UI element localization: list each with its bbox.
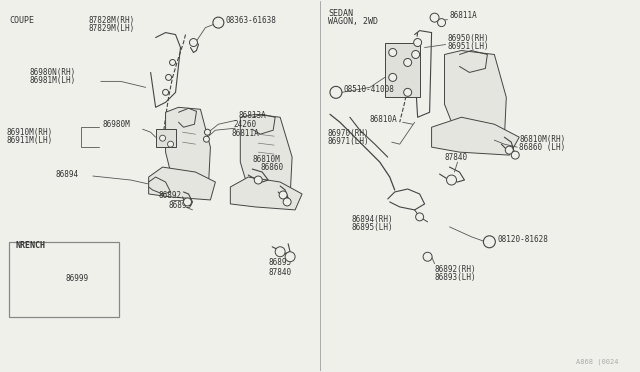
Circle shape	[388, 48, 397, 57]
Polygon shape	[431, 117, 519, 155]
Circle shape	[166, 74, 172, 80]
Text: 87840: 87840	[445, 153, 468, 162]
Text: 86810M(RH): 86810M(RH)	[519, 135, 566, 144]
Circle shape	[204, 136, 209, 142]
Polygon shape	[445, 51, 506, 152]
Text: WAGON, 2WD: WAGON, 2WD	[328, 17, 378, 26]
Circle shape	[204, 129, 211, 135]
Circle shape	[184, 198, 191, 206]
Bar	[9, 242, 119, 317]
Circle shape	[170, 60, 175, 65]
Text: 87829M(LH): 87829M(LH)	[89, 23, 135, 33]
Text: 86892: 86892	[159, 191, 182, 200]
Text: 86813A: 86813A	[238, 111, 266, 120]
Text: 86860 (LH): 86860 (LH)	[519, 143, 566, 152]
Circle shape	[415, 213, 424, 221]
Text: 86895: 86895	[268, 258, 291, 267]
Circle shape	[285, 252, 295, 262]
Text: 86971(LH): 86971(LH)	[328, 137, 369, 146]
Text: 86894(RH): 86894(RH)	[352, 215, 394, 224]
Text: 86981M(LH): 86981M(LH)	[29, 76, 76, 86]
Text: 86980N(RH): 86980N(RH)	[29, 68, 76, 77]
Circle shape	[213, 17, 224, 28]
Text: 08363-61638: 08363-61638	[225, 16, 276, 25]
Text: 08120-81628: 08120-81628	[497, 235, 548, 244]
Text: 86893: 86893	[168, 201, 192, 210]
Circle shape	[511, 151, 519, 159]
Text: 86811A: 86811A	[449, 11, 477, 20]
Text: NRENCH: NRENCH	[15, 241, 45, 250]
Text: 86911M(LH): 86911M(LH)	[6, 136, 52, 145]
Text: 86910M(RH): 86910M(RH)	[6, 128, 52, 137]
Circle shape	[159, 135, 166, 141]
Circle shape	[412, 51, 420, 58]
Circle shape	[283, 198, 291, 206]
Bar	[156, 129, 175, 147]
Text: SEDAN: SEDAN	[328, 9, 353, 17]
Circle shape	[483, 236, 495, 248]
Text: 86810M: 86810M	[252, 155, 280, 164]
Text: 86950(RH): 86950(RH)	[447, 33, 489, 42]
Text: 86860: 86860	[260, 163, 284, 172]
Text: 86892(RH): 86892(RH)	[435, 264, 476, 274]
Text: 86893(LH): 86893(LH)	[435, 273, 476, 282]
Bar	[385, 42, 420, 97]
Text: 86951(LH): 86951(LH)	[447, 42, 489, 51]
Circle shape	[189, 39, 198, 46]
Text: 86894: 86894	[56, 170, 79, 179]
Polygon shape	[240, 114, 292, 207]
Text: 86895(LH): 86895(LH)	[352, 223, 394, 232]
Circle shape	[506, 146, 513, 154]
Circle shape	[163, 89, 168, 95]
Circle shape	[168, 141, 173, 147]
Circle shape	[404, 89, 412, 96]
Circle shape	[423, 252, 432, 261]
Text: 86999: 86999	[66, 274, 89, 283]
Polygon shape	[148, 167, 216, 200]
Circle shape	[330, 86, 342, 98]
Text: 86811A: 86811A	[231, 129, 259, 138]
Text: 87840: 87840	[268, 268, 291, 277]
Circle shape	[430, 13, 439, 22]
Text: S: S	[221, 20, 224, 25]
Circle shape	[279, 191, 287, 199]
Circle shape	[438, 19, 445, 26]
Text: B: B	[492, 239, 495, 244]
Circle shape	[275, 247, 285, 257]
Circle shape	[254, 176, 262, 184]
Polygon shape	[230, 177, 302, 210]
Text: 24260: 24260	[234, 120, 257, 129]
Text: 86980M: 86980M	[103, 120, 131, 129]
Polygon shape	[166, 107, 211, 197]
Circle shape	[413, 39, 422, 46]
Circle shape	[388, 73, 397, 81]
Text: 86810A: 86810A	[370, 115, 397, 124]
Circle shape	[404, 58, 412, 67]
Text: 08510-41008: 08510-41008	[344, 85, 395, 94]
Text: 87828M(RH): 87828M(RH)	[89, 16, 135, 25]
Text: 86970(RH): 86970(RH)	[328, 129, 369, 138]
Circle shape	[447, 175, 456, 185]
Text: A868 (0024: A868 (0024	[577, 359, 619, 365]
Text: COUPE: COUPE	[9, 16, 34, 25]
Text: S: S	[339, 90, 342, 95]
